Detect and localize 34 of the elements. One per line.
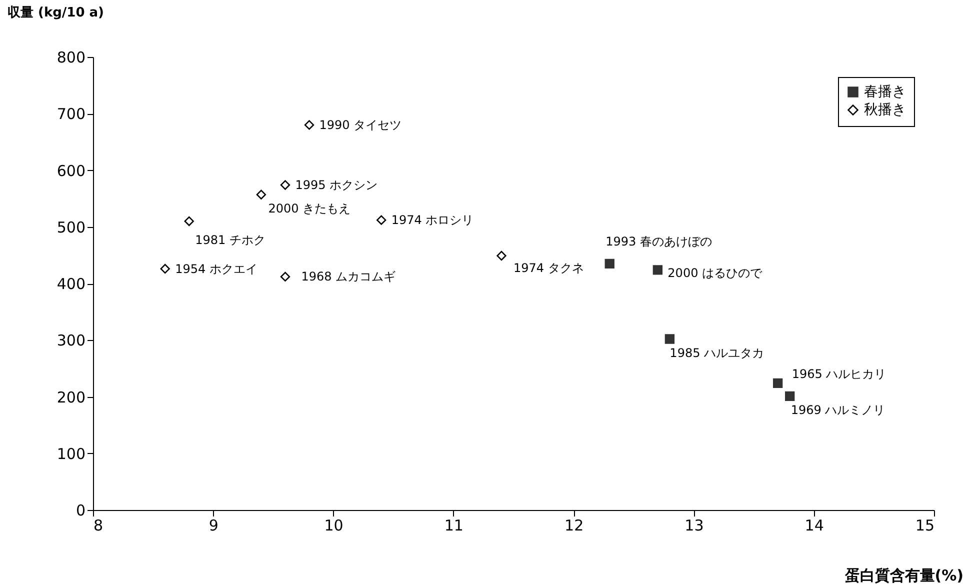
annotation: 2000 はるひので [668, 266, 764, 280]
x-tick-label: 13 [684, 516, 704, 534]
x-tick-label: 10 [324, 516, 344, 534]
legend-label: 秋播き [864, 102, 906, 118]
y-axis-title: 収量 (kg/10 a) [8, 6, 104, 20]
y-tick-label: 400 [56, 275, 86, 293]
x-axis-title: 蛋白質含有量(%) [844, 566, 963, 584]
y-tick-label: 300 [56, 332, 86, 350]
annotation: 2000 きたもえ [268, 202, 351, 216]
x-tick-label: 12 [564, 516, 584, 534]
annotation: 1974 ホロシリ [391, 213, 474, 228]
y-tick-label: 0 [76, 502, 86, 520]
annotation: 1981 チホク [195, 233, 266, 248]
x-tick-label: 11 [444, 516, 464, 534]
x-tick-label: 8 [94, 516, 104, 534]
annotation: 1995 ホクシン [295, 178, 378, 192]
annotation: 1968 ムカコムギ [301, 270, 396, 284]
y-tick-label: 200 [56, 388, 86, 406]
annotation: 1990 タイセツ [319, 118, 402, 132]
legend-label: 春播き [864, 84, 906, 100]
x-tick-label: 14 [804, 516, 824, 534]
y-tick-label: 600 [56, 162, 86, 180]
annotation: 1993 春のあけぼの [606, 234, 712, 249]
x-tick-label: 15 [915, 516, 934, 534]
annotation: 1985 ハルユタカ [670, 346, 764, 360]
annotation: 1974 タクネ [513, 260, 584, 275]
y-tick-label: 100 [56, 444, 86, 463]
annotation: 1954 ホクエイ [175, 262, 258, 276]
annotation: 1965 ハルヒカリ [792, 367, 886, 382]
y-tick-label: 800 [56, 48, 86, 66]
y-tick-label: 700 [56, 105, 86, 124]
x-tick-label: 9 [208, 516, 218, 534]
y-tick-label: 500 [56, 218, 86, 236]
annotation: 1969 ハルミノリ [790, 403, 886, 418]
